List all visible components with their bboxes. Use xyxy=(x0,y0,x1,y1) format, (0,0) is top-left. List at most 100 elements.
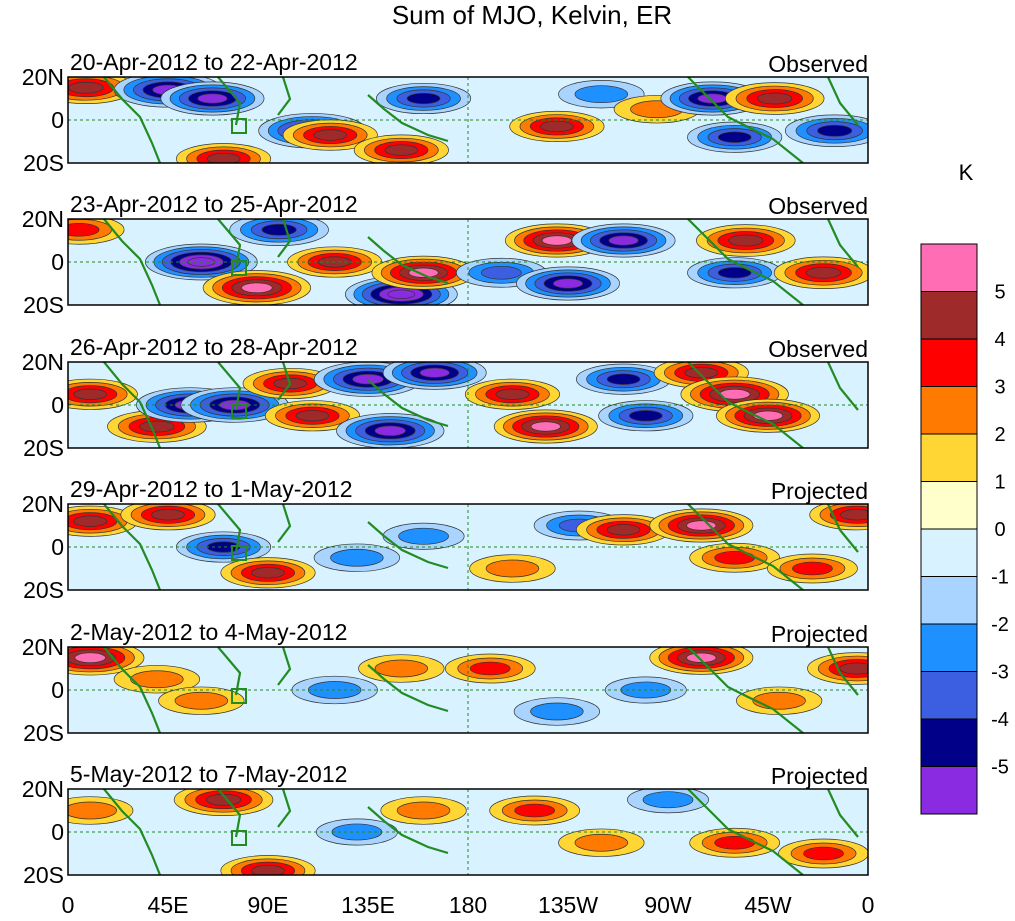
coastline xyxy=(827,362,859,411)
warm-anomaly xyxy=(649,647,754,675)
panel-source-label: Projected xyxy=(771,478,868,504)
warm-anomaly xyxy=(773,256,868,289)
lat-tick-label: 20N xyxy=(22,634,64,660)
colorbar-label: 4 xyxy=(994,329,1005,351)
coastline xyxy=(217,77,242,126)
cold-anomaly xyxy=(160,81,265,116)
coastline xyxy=(217,789,242,838)
colorbar-swatch xyxy=(920,671,978,720)
panel-date-range: 5-May-2012 to 7-May-2012 xyxy=(70,761,347,787)
panel-frame xyxy=(67,503,869,591)
cold-anomaly xyxy=(598,400,694,432)
coastline xyxy=(277,504,292,543)
region-box xyxy=(231,688,247,704)
colorbar-label: -5 xyxy=(991,757,1009,779)
region-box xyxy=(231,403,247,419)
warm-anomaly xyxy=(113,665,201,694)
colorbar-swatch xyxy=(920,291,978,340)
panel-map xyxy=(67,788,869,876)
coastline xyxy=(277,77,292,116)
panel-date-range: 2-May-2012 to 4-May-2012 xyxy=(70,619,347,645)
coastline xyxy=(687,647,804,733)
coastline xyxy=(367,521,449,570)
panel-date-range: 20-Apr-2012 to 22-Apr-2012 xyxy=(70,49,358,75)
lat-tick-label: 0 xyxy=(51,249,64,275)
warm-anomaly xyxy=(380,796,467,825)
colorbar-units: K xyxy=(959,160,974,185)
warm-anomaly xyxy=(444,653,536,684)
colorbar-swatch xyxy=(920,623,978,672)
coastline xyxy=(217,219,242,268)
warm-anomaly xyxy=(724,82,825,115)
warm-anomaly xyxy=(353,134,449,163)
panel-frame xyxy=(67,218,869,306)
coastline xyxy=(687,789,804,875)
warm-anomaly xyxy=(649,508,754,543)
lon-tick-label: 180 xyxy=(449,892,487,918)
cold-anomaly xyxy=(336,413,445,448)
colorbar-label: 5 xyxy=(994,282,1005,304)
colorbar-label: -1 xyxy=(991,567,1009,589)
cold-anomaly xyxy=(576,363,672,395)
coastline xyxy=(827,504,859,553)
chart-title: Sum of MJO, Kelvin, ER xyxy=(392,0,672,30)
region-box xyxy=(231,260,247,276)
lat-tick-label: 20N xyxy=(22,206,64,232)
lat-tick-label: 0 xyxy=(51,392,64,418)
warm-anomaly xyxy=(173,789,274,816)
coastline xyxy=(217,504,242,553)
panel-map xyxy=(67,361,869,449)
colorbar: K 5 4 3 2 1 0 -1 -2 -3 -4 -5 xyxy=(920,160,1009,815)
x-axis: 0 45E 90E 135E 180 135W 90W 45W 0 xyxy=(62,892,875,918)
warm-anomaly xyxy=(220,557,316,589)
coastline xyxy=(277,219,292,258)
lat-tick-label: 20N xyxy=(22,491,64,517)
coastline xyxy=(687,219,804,305)
cold-anomaly xyxy=(784,114,868,147)
lon-tick-label: 90W xyxy=(644,892,692,918)
region-box xyxy=(231,545,247,561)
warm-anomaly xyxy=(807,652,868,685)
coastline xyxy=(367,379,449,428)
panel-date-range: 29-Apr-2012 to 1-May-2012 xyxy=(70,476,353,502)
coastline xyxy=(277,647,292,686)
cold-anomaly xyxy=(571,223,676,258)
lat-tick-label: 20S xyxy=(23,150,64,176)
coastline xyxy=(367,806,449,855)
region-box xyxy=(231,830,247,846)
panel-source-label: Observed xyxy=(768,193,868,219)
coastline xyxy=(367,664,449,713)
region-box xyxy=(231,118,247,134)
lat-tick-label: 0 xyxy=(51,534,64,560)
lat-tick-label: 20N xyxy=(22,349,64,375)
colorbar-swatch xyxy=(920,481,978,530)
colorbar-swatch xyxy=(920,576,978,625)
panel-map xyxy=(67,76,869,164)
panel-map xyxy=(67,218,869,306)
panels: 20-Apr-2012 to 22-Apr-2012 Observed 20N 0 20… xyxy=(22,49,869,888)
warm-anomaly xyxy=(778,838,868,869)
cold-anomaly xyxy=(229,219,329,246)
cold-anomaly xyxy=(455,257,547,288)
warm-anomaly xyxy=(767,553,858,584)
panel-source-label: Projected xyxy=(771,763,868,789)
lon-tick-label: 45W xyxy=(744,892,792,918)
warm-anomaly xyxy=(558,828,645,857)
coastline xyxy=(103,77,162,163)
warm-anomaly xyxy=(282,119,378,151)
colorbar-swatch xyxy=(920,433,978,482)
panel-2: 23-Apr-2012 to 25-Apr-2012 Observed 20N 0 20… xyxy=(22,191,869,318)
coastline xyxy=(687,362,804,448)
lat-tick-label: 20S xyxy=(23,577,64,603)
warm-anomaly xyxy=(493,409,598,444)
colorbar-swatch xyxy=(920,718,978,767)
lon-tick-label: 135E xyxy=(341,892,395,918)
coastline xyxy=(103,789,162,875)
coastline xyxy=(103,219,162,305)
lat-tick-label: 20N xyxy=(22,64,64,90)
coastline xyxy=(367,94,449,143)
coastline xyxy=(827,77,859,126)
lat-tick-label: 20S xyxy=(23,862,64,888)
coastline xyxy=(367,236,449,285)
warm-anomaly xyxy=(689,542,781,573)
